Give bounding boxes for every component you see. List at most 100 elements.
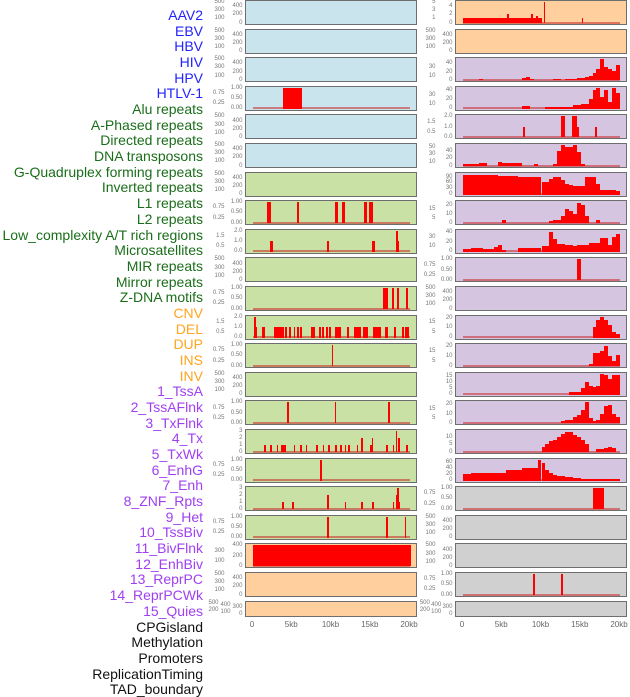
y-tick-label: 10 <box>428 158 436 165</box>
signal-bar <box>616 417 620 424</box>
track-label: DUP <box>173 336 203 353</box>
signal-bar <box>604 375 609 395</box>
y-tick-label: 10 <box>445 433 453 440</box>
y-tick-label: 0.75 <box>212 290 225 297</box>
signal-bar <box>600 238 605 252</box>
y-tick-label: 20 <box>445 155 453 162</box>
signal-bar <box>572 417 577 424</box>
y-tick-label: 0.75 <box>423 261 436 268</box>
signal-bar <box>553 78 558 81</box>
signal-bar <box>588 363 593 367</box>
signal-bar <box>545 106 550 109</box>
track-label: L1 repeats <box>136 195 203 212</box>
y-tick-label: 0.00 <box>230 419 243 426</box>
y-tick-label: 10 <box>445 324 453 331</box>
y-tick-label: 10 <box>428 243 436 250</box>
y-tick-label: 400 <box>232 146 243 153</box>
baseline <box>253 450 410 453</box>
y-tick-label: 1.00 <box>230 84 243 91</box>
signal-bar <box>584 215 589 224</box>
signal-bar <box>466 474 471 481</box>
signal-bar <box>388 402 390 424</box>
signal-bar <box>604 479 609 481</box>
y-tick-label: 0 <box>449 219 453 226</box>
track-panel-right <box>455 543 627 569</box>
signal-bar <box>363 202 367 224</box>
y-tick-label: 100 <box>214 587 225 594</box>
signal-bar <box>533 248 538 252</box>
signal-bar <box>498 175 503 195</box>
y-tick-label: 300 <box>214 64 225 71</box>
signal-bar <box>463 248 467 252</box>
y-tick-label: 500 <box>425 285 436 291</box>
signal-bar <box>604 190 609 195</box>
signal-bar <box>289 326 291 338</box>
baseline <box>463 393 620 396</box>
baseline <box>253 507 410 510</box>
signal-bar <box>596 242 601 252</box>
signal-bar <box>327 444 330 452</box>
signal-bar <box>557 106 562 109</box>
signal-bar <box>600 479 605 481</box>
signal-bar <box>463 18 543 23</box>
y-tick-label: 0.25 <box>212 529 225 536</box>
signal-bar <box>549 441 554 452</box>
signal-bar <box>362 326 368 338</box>
signal-bar <box>584 76 589 81</box>
signal-bar <box>490 174 495 195</box>
y-tick-label: 0 <box>449 305 453 312</box>
signal-bar <box>344 444 347 452</box>
signal-bar <box>572 435 577 452</box>
signal-bar <box>561 421 566 424</box>
y-tick-label: 200 <box>232 182 243 189</box>
track-panel-left <box>245 85 417 111</box>
y-tick-label: 300 <box>214 547 225 554</box>
signal-bar <box>561 116 566 138</box>
y-tick-label: 1.5 <box>216 232 225 239</box>
y-tick-label: 60 <box>445 459 453 465</box>
signal-bar <box>596 319 601 338</box>
signal-bar <box>588 479 593 481</box>
signal-bar <box>557 436 562 452</box>
signal-bar <box>506 175 511 195</box>
y-tick-label: 200 <box>232 268 243 275</box>
signal-bar <box>529 176 534 195</box>
baseline <box>463 135 620 138</box>
y-tick-label: 0.00 <box>230 534 243 541</box>
signal-bar <box>572 78 577 81</box>
signal-bar <box>616 65 620 81</box>
y-tick-label: 500 <box>214 56 225 63</box>
signal-bar <box>385 516 388 538</box>
y-tick-label: 5 <box>449 385 453 392</box>
signal-bar <box>335 326 341 338</box>
track-label: 12_EnhBiv <box>135 555 203 572</box>
y-tick-label: 10 <box>445 352 453 359</box>
baseline <box>463 78 620 81</box>
y-tick-label: 0 <box>239 191 243 198</box>
track-label: Directed repeats <box>100 132 203 149</box>
baseline <box>253 307 410 310</box>
signal-bar <box>565 477 569 481</box>
signal-bar <box>470 247 475 252</box>
track-label: MIR repeats <box>126 257 203 274</box>
y-tick-label: 0.00 <box>230 219 243 226</box>
signal-bar <box>568 391 573 395</box>
signal-bar <box>466 163 471 166</box>
y-tick-label: 300 <box>425 293 436 300</box>
track-label: 7_Enh <box>162 477 203 494</box>
track-panel-right <box>455 57 627 83</box>
track-panel-left <box>245 429 417 454</box>
y-tick-label: 50 <box>428 143 436 150</box>
signal-bar <box>596 220 601 224</box>
track-panel-right <box>455 314 627 340</box>
track-panel-left <box>245 543 417 569</box>
y-tick-label: 15 <box>428 319 436 326</box>
y-tick-label: 300 <box>214 150 225 157</box>
y-tick-label: 0.00 <box>230 477 243 484</box>
signal-bar <box>292 501 294 510</box>
signal-bar <box>557 475 562 481</box>
x-tick-label: 5kb <box>284 620 298 629</box>
signal-bar <box>474 174 479 195</box>
track-panel-right <box>455 371 627 397</box>
signal-bar <box>270 241 273 252</box>
